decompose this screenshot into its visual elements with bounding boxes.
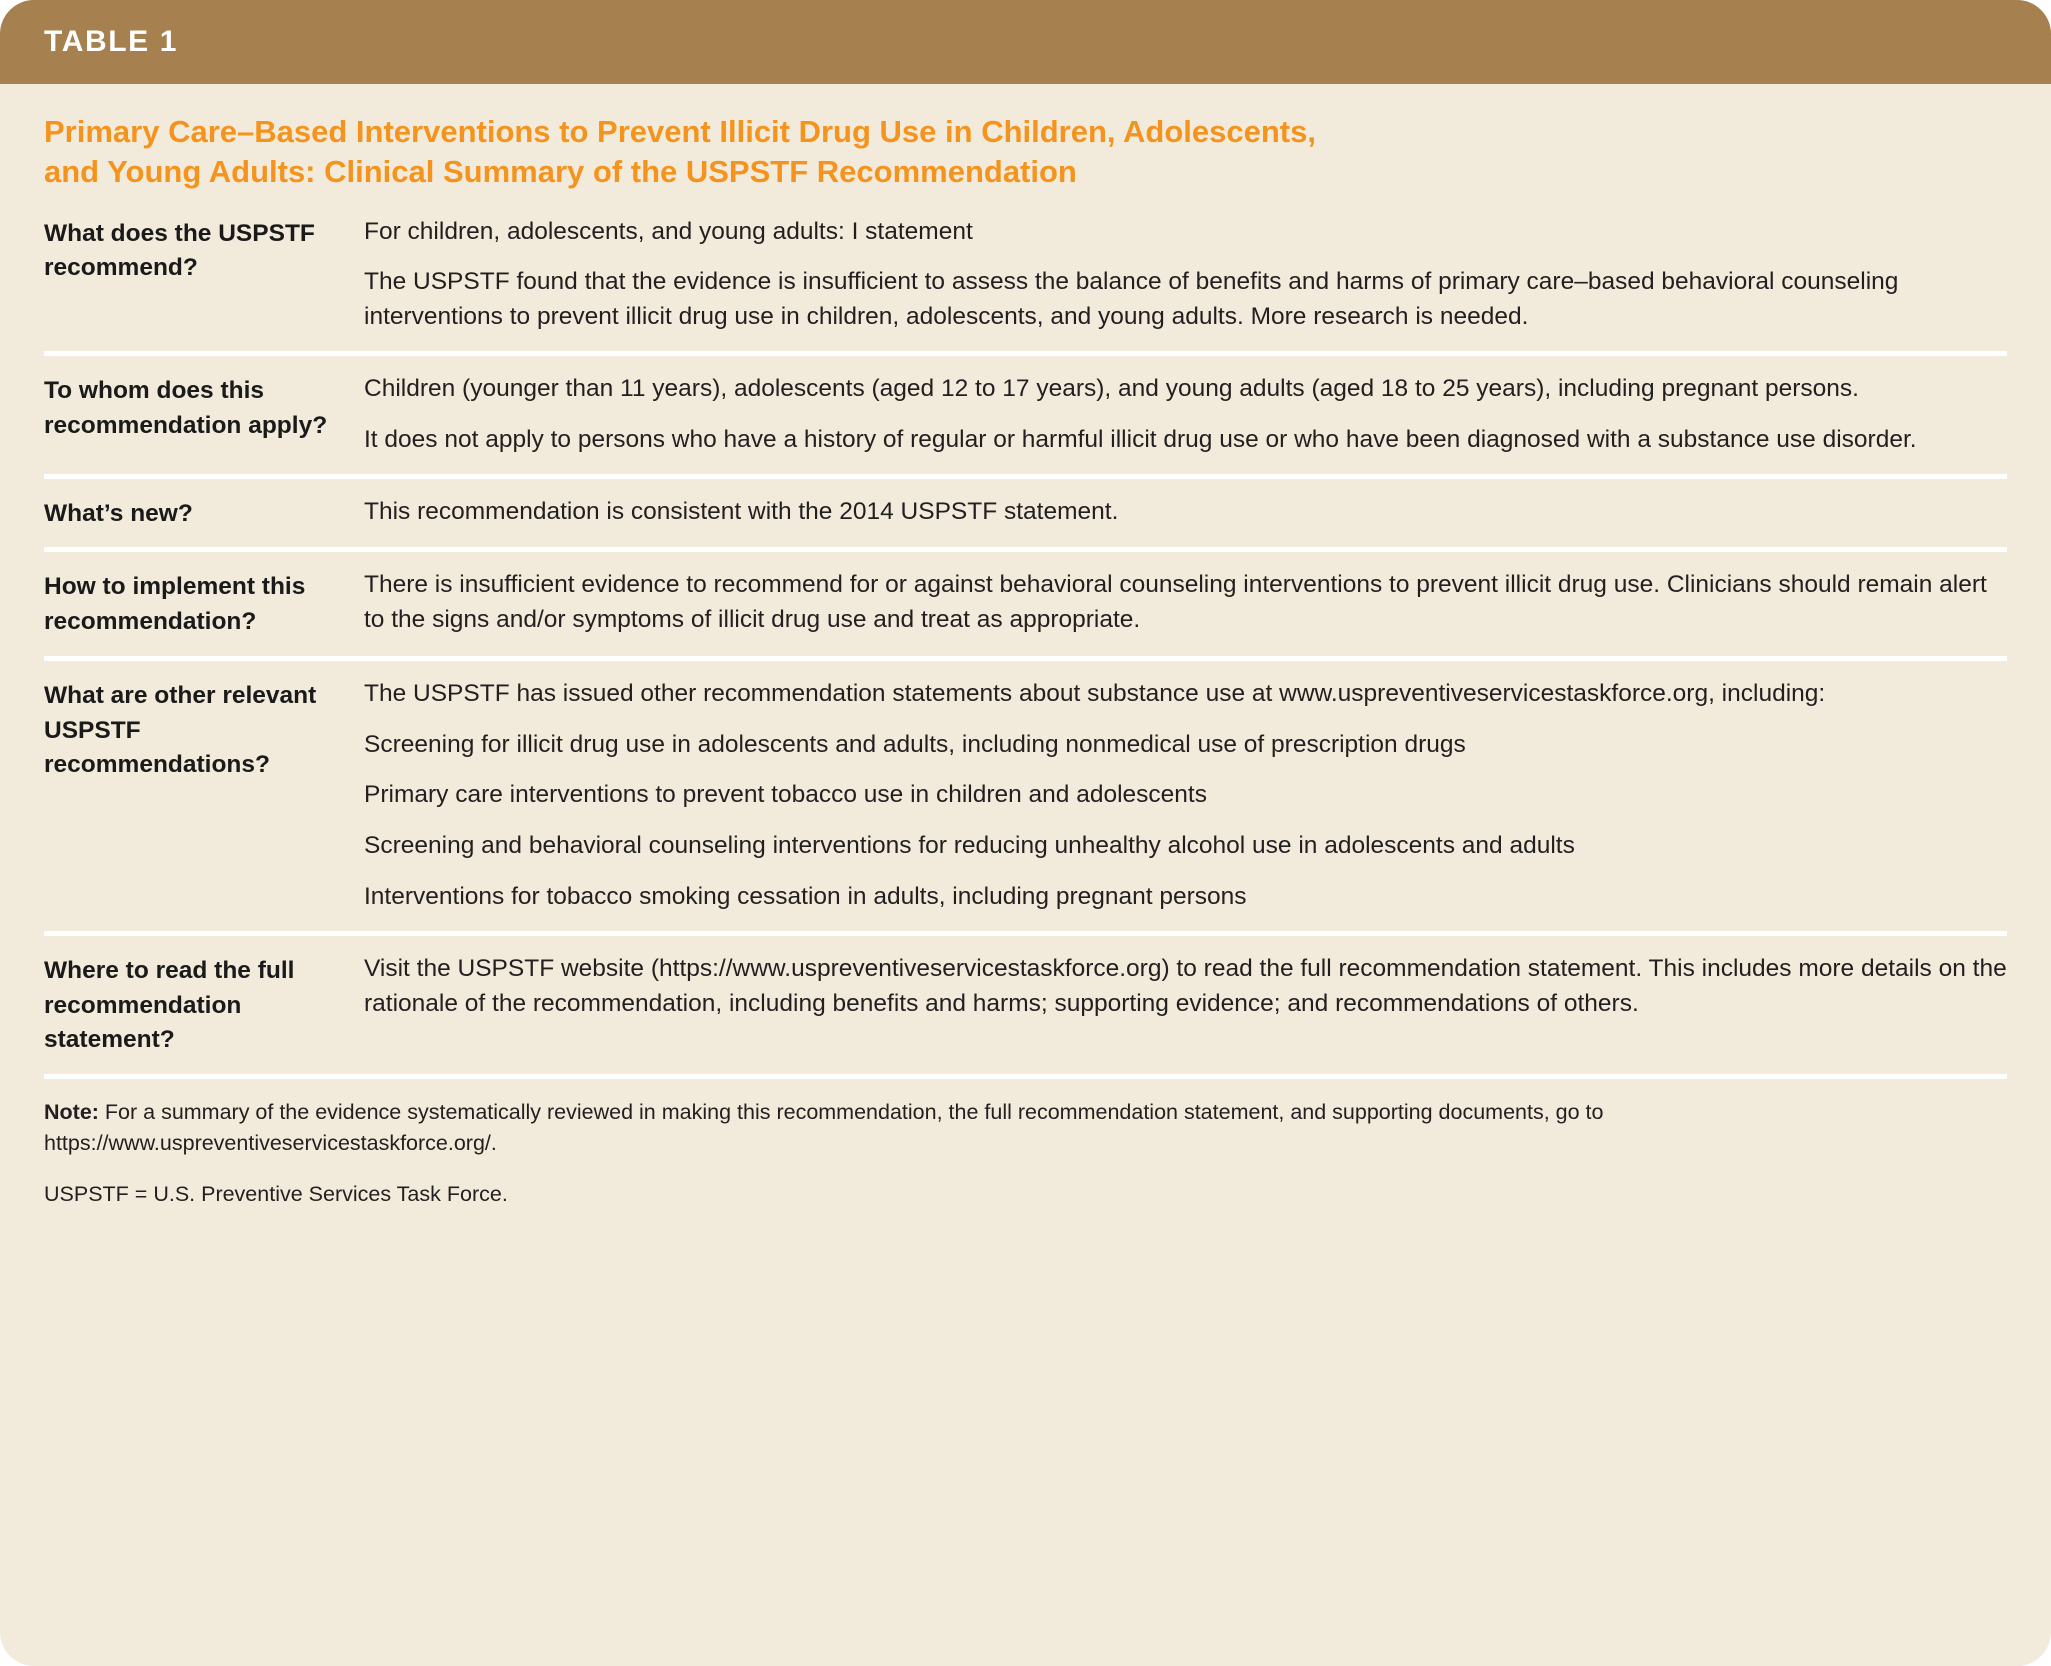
table-body: Primary Care–Based Interventions to Prev…: [0, 84, 2051, 1211]
table-footnotes: Note: For a summary of the evidence syst…: [44, 1074, 2007, 1211]
table-row: To whom does this recommendation apply? …: [44, 350, 2007, 474]
row-paragraph: This recommendation is consistent with t…: [364, 497, 1119, 525]
table-number-label: TABLE 1: [44, 25, 178, 58]
table-row: What’s new? This recommendation is consi…: [44, 473, 2007, 548]
table-header-bar: TABLE 1: [0, 0, 2051, 84]
row-content: There is insufficient evidence to recomm…: [364, 568, 2007, 638]
footnote-note: Note: For a summary of the evidence syst…: [44, 1097, 2007, 1159]
row-label: What’s new?: [44, 499, 193, 527]
row-content: Children (younger than 11 years), adoles…: [364, 372, 2007, 458]
row-paragraph: Interventions for tobacco smoking cessat…: [364, 882, 1247, 910]
row-paragraph: Primary care interventions to prevent to…: [364, 781, 1207, 809]
row-paragraph: For children, adolescents, and young adu…: [364, 217, 973, 245]
row-paragraph: The USPSTF has issued other recommendati…: [364, 679, 1826, 707]
row-paragraph: There is insufficient evidence to recomm…: [364, 571, 1987, 634]
row-paragraph: The USPSTF found that the evidence is in…: [364, 268, 1899, 331]
row-content: For children, adolescents, and young adu…: [364, 215, 2007, 335]
row-paragraph: Children (younger than 11 years), adoles…: [364, 374, 1859, 402]
row-content: Visit the USPSTF website (https://www.us…: [364, 952, 2007, 1022]
table-row: What does the USPSTF recommend? For chil…: [44, 215, 2007, 351]
row-content: This recommendation is consistent with t…: [364, 495, 2007, 530]
row-label: How to implement this recommendation?: [44, 573, 306, 636]
row-label: What does the USPSTF recommend?: [44, 219, 315, 282]
row-paragraph: Visit the USPSTF website (https://www.us…: [364, 954, 2007, 1017]
table-title: Primary Care–Based Interventions to Prev…: [44, 84, 1864, 215]
footnote-abbreviation: USPSTF = U.S. Preventive Services Task F…: [44, 1182, 508, 1207]
table-row: What are other relevant USPSTF recommend…: [44, 655, 2007, 931]
table-title-line-1: Primary Care–Based Interventions to Prev…: [44, 114, 1316, 149]
row-paragraph: Screening for illicit drug use in adoles…: [364, 730, 1466, 758]
table-title-line-2: and Young Adults: Clinical Summary of th…: [44, 154, 1077, 190]
row-label: Where to read the full recommendation st…: [44, 956, 295, 1054]
footnote-note-text: For a summary of the evidence systematic…: [44, 1100, 1604, 1156]
row-label: What are other relevant USPSTF recommend…: [44, 681, 317, 779]
row-label: To whom does this recommendation apply?: [44, 376, 328, 439]
row-paragraph: Screening and behavioral counseling inte…: [364, 832, 1575, 860]
table-row: How to implement this recommendation? Th…: [44, 547, 2007, 656]
row-paragraph: It does not apply to persons who have a …: [364, 425, 1917, 453]
footnote-note-label: Note:: [44, 1100, 99, 1125]
table-row: Where to read the full recommendation st…: [44, 930, 2007, 1074]
row-content: The USPSTF has issued other recommendati…: [364, 677, 2007, 915]
